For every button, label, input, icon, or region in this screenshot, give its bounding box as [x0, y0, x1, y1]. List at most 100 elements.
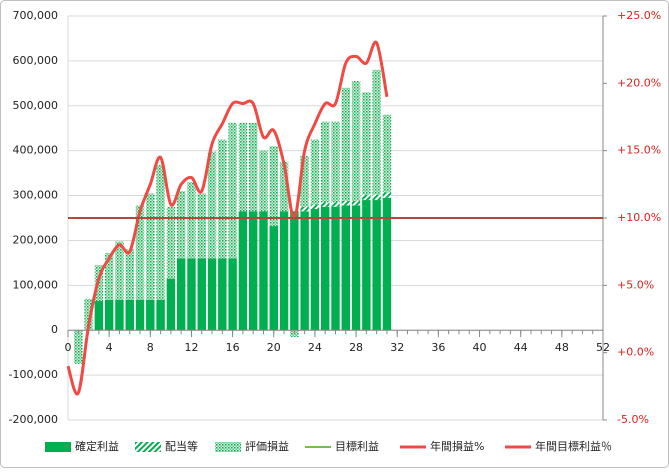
bar [94, 301, 104, 331]
bar [341, 87, 351, 201]
bar [259, 211, 268, 331]
line [66, 40, 389, 396]
y2-tick-label: +25.0% [617, 9, 661, 22]
bar [269, 226, 278, 331]
bar [197, 258, 206, 331]
bar [104, 299, 114, 331]
bar [372, 200, 381, 331]
legend-label: 目標利益 [335, 439, 379, 453]
bar [228, 258, 237, 331]
bar [290, 211, 299, 331]
bar [248, 122, 258, 212]
bar [115, 299, 124, 331]
bar [382, 192, 392, 198]
y-tick-label: 700,000 [13, 9, 59, 22]
x-tick-label: 48 [555, 341, 569, 354]
y-tick-label: -100,000 [9, 368, 58, 381]
bar [351, 200, 361, 206]
x-tick-label: 40 [473, 341, 487, 354]
bar [115, 241, 124, 300]
y2-tick-label: -5.0% [617, 413, 649, 426]
bar [341, 205, 351, 331]
x-tick-label: 0 [65, 341, 72, 354]
y-tick-label: 200,000 [13, 233, 59, 246]
bar [197, 193, 206, 259]
bar [310, 204, 320, 210]
bar [238, 211, 248, 331]
y2-tick-label: +0.0% [617, 346, 654, 359]
bar [187, 258, 196, 331]
bar [269, 146, 278, 227]
bar [362, 92, 371, 195]
bar [362, 200, 371, 331]
bar [218, 139, 227, 259]
legend-label: 配当等 [165, 439, 198, 453]
bar [372, 194, 381, 201]
legend-label: 確定利益 [75, 439, 119, 453]
bar [382, 197, 392, 331]
bar [372, 69, 381, 195]
bar [320, 206, 330, 331]
bar [166, 278, 176, 331]
x-tick-label: 16 [226, 341, 240, 354]
bar [176, 258, 186, 331]
bar [248, 211, 258, 331]
y-tick-label: 500,000 [13, 99, 59, 112]
bar [228, 122, 237, 259]
bar [331, 206, 340, 331]
bar [166, 206, 176, 279]
y-tick-label: 400,000 [13, 144, 59, 157]
bar [104, 253, 114, 300]
bar [135, 299, 145, 331]
bar [351, 205, 361, 331]
bar [84, 298, 93, 331]
x-tick-label: 36 [431, 341, 445, 354]
bar [218, 258, 227, 331]
bar [74, 330, 83, 364]
y-tick-label: 100,000 [13, 278, 59, 291]
bar [362, 194, 371, 201]
bar [146, 299, 155, 331]
legend-swatch [135, 442, 161, 452]
x-tick-label: 8 [147, 341, 154, 354]
x-tick-label: 28 [349, 341, 363, 354]
x-tick-label: 32 [390, 341, 404, 354]
legend-label: 年間目標利益％ [535, 439, 612, 453]
bar [279, 161, 289, 212]
bar [207, 258, 217, 331]
x-tick-label: 12 [184, 341, 198, 354]
bar [125, 249, 134, 300]
bar [320, 121, 330, 203]
bar [238, 122, 248, 212]
legend-label: 評価損益 [245, 439, 289, 453]
x-tick-label: 24 [308, 341, 322, 354]
y-tick-label: -200,000 [9, 413, 58, 426]
x-tick-label: 44 [514, 341, 528, 354]
bar [331, 202, 340, 207]
bar [320, 202, 330, 207]
y2-tick-label: +5.0% [617, 278, 654, 291]
bar [300, 211, 309, 331]
y2-tick-label: +20.0% [617, 76, 661, 89]
bar [310, 139, 320, 205]
bar [176, 191, 186, 259]
bar [146, 193, 155, 300]
bar [187, 182, 196, 259]
bar [125, 299, 134, 331]
bar [382, 114, 392, 193]
y-tick-label: 0 [51, 323, 58, 336]
x-tick-label: 52 [596, 341, 610, 354]
y-tick-label: 600,000 [13, 54, 59, 67]
y-tick-label: 300,000 [13, 189, 59, 202]
bar [310, 209, 320, 331]
bar [156, 165, 165, 300]
bar [279, 211, 289, 331]
y2-tick-label: +10.0% [617, 211, 661, 224]
legend-label: 年間損益% [430, 439, 484, 453]
y2-tick-label: +15.0% [617, 144, 661, 157]
bar [156, 299, 165, 331]
bar [300, 206, 309, 212]
bar [135, 205, 145, 300]
bar [351, 81, 361, 201]
